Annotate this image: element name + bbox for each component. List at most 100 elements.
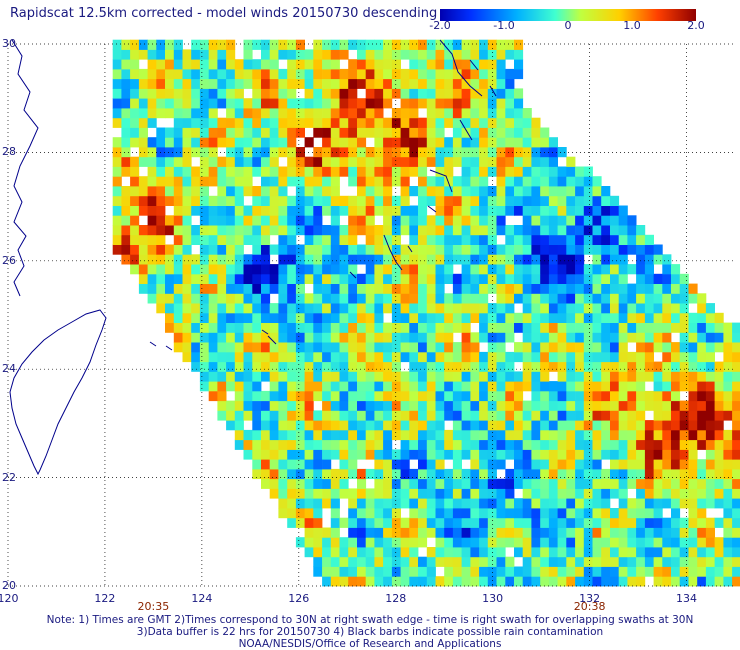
swath-cell xyxy=(435,371,445,382)
swath-cell xyxy=(374,527,384,538)
swath-cell xyxy=(636,351,646,363)
swath-cell xyxy=(435,498,445,509)
swath-cell xyxy=(287,322,297,333)
swath-cell xyxy=(723,488,733,499)
swath-cell xyxy=(330,98,340,109)
swath-cell xyxy=(243,449,253,460)
swath-cell xyxy=(252,166,262,177)
swath-cell xyxy=(269,225,279,236)
swath-cell xyxy=(557,488,567,499)
swath-cell xyxy=(557,303,567,314)
swath-cell xyxy=(426,410,436,421)
swath-cell xyxy=(383,498,393,509)
swath-cell xyxy=(339,117,349,128)
swath-cell xyxy=(610,576,620,587)
swath-cell xyxy=(531,117,541,128)
swath-cell xyxy=(165,68,175,80)
swath-cell xyxy=(627,322,637,333)
swath-cell xyxy=(531,371,541,382)
swath-cell xyxy=(601,244,611,255)
swath-cell xyxy=(409,527,419,538)
swath-cell xyxy=(644,254,654,265)
swath-cell xyxy=(644,517,654,528)
swath-cell xyxy=(409,254,419,265)
swath-cell xyxy=(269,264,279,275)
swath-cell xyxy=(112,88,122,99)
swath-cell xyxy=(514,478,524,489)
swath-cell xyxy=(479,361,489,372)
swath-cell xyxy=(531,390,541,402)
swath-cell xyxy=(540,537,550,548)
swath-cell xyxy=(557,195,567,206)
swath-cell xyxy=(618,449,628,460)
swath-cell xyxy=(199,137,209,148)
swath-cell xyxy=(671,351,681,363)
swath-cell xyxy=(339,576,349,587)
swath-cell xyxy=(548,527,558,538)
swath-cell xyxy=(295,117,305,128)
swath-cell xyxy=(470,342,480,353)
swath-cell xyxy=(173,273,183,284)
swath-cell xyxy=(426,108,436,119)
swath-cell xyxy=(566,186,576,197)
swath-cell xyxy=(435,312,445,323)
swath-cell xyxy=(365,39,375,50)
swath-cell xyxy=(435,537,445,548)
swath-cell xyxy=(261,390,271,402)
swath-cell xyxy=(147,273,157,284)
swath-cell xyxy=(514,468,524,480)
swath-cell xyxy=(601,225,611,236)
swath-cell xyxy=(383,361,393,372)
swath-cell xyxy=(583,556,593,567)
swath-cell xyxy=(287,390,297,402)
swath-cell xyxy=(409,429,419,441)
swath-cell xyxy=(374,498,384,509)
swath-cell xyxy=(322,566,332,577)
swath-cell xyxy=(452,225,462,236)
swath-cell xyxy=(418,78,428,89)
swath-cell xyxy=(514,420,524,431)
swath-cell xyxy=(566,264,576,275)
swath-cell xyxy=(522,400,532,411)
swath-cell xyxy=(487,410,497,421)
swath-cell xyxy=(557,508,567,519)
swath-cell xyxy=(644,527,654,538)
swath-cell xyxy=(714,478,724,489)
swath-cell xyxy=(470,117,480,128)
swath-cell xyxy=(461,537,471,548)
swath-cell xyxy=(452,517,462,528)
swath-cell xyxy=(208,147,218,158)
swath-cell xyxy=(601,371,611,382)
swath-cell xyxy=(566,410,576,421)
swath-cell xyxy=(339,137,349,148)
swath-cell xyxy=(531,137,541,148)
swath-cell xyxy=(723,390,733,402)
swath-cell xyxy=(514,156,524,167)
swath-cell xyxy=(688,556,698,567)
swath-cell xyxy=(557,517,567,528)
swath-cell xyxy=(522,508,532,519)
swath-cell xyxy=(714,342,724,353)
swath-cell xyxy=(583,478,593,489)
swath-cell xyxy=(452,537,462,548)
longitude-label: 128 xyxy=(385,592,407,605)
swath-cell xyxy=(165,156,175,167)
swath-cell xyxy=(452,117,462,128)
swath-cell xyxy=(697,527,707,538)
swath-cell xyxy=(208,108,218,119)
swath-cell xyxy=(226,78,236,89)
swath-cell xyxy=(269,439,279,450)
swath-cell xyxy=(156,303,166,314)
swath-cell xyxy=(374,312,384,323)
swath-cell xyxy=(688,420,698,431)
swath-cell xyxy=(662,273,672,284)
swath-cell xyxy=(575,215,585,226)
swath-cell xyxy=(705,517,715,528)
swath-cell xyxy=(662,264,672,275)
swath-cell xyxy=(461,361,471,372)
swath-cell xyxy=(418,303,428,314)
swath-cell xyxy=(514,264,524,275)
swath-cell xyxy=(496,225,506,236)
swath-cell xyxy=(575,566,585,577)
swath-cell xyxy=(261,400,271,411)
